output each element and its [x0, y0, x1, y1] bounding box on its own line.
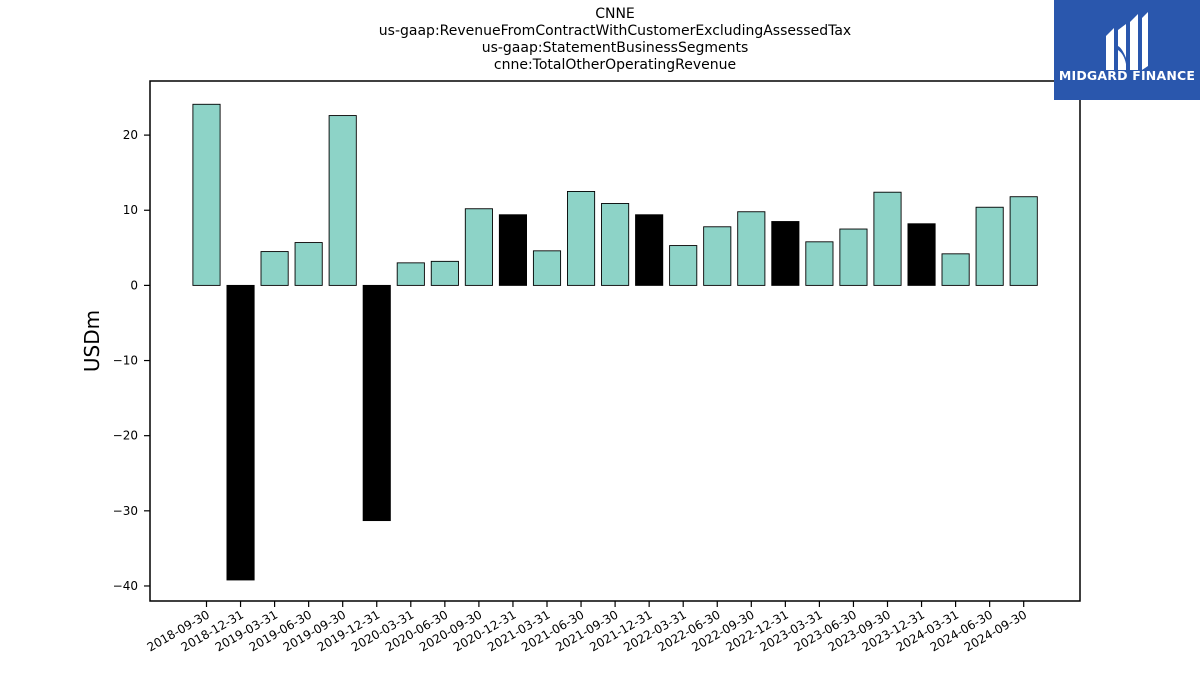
chart-title-line-2: us-gaap:RevenueFromContractWithCustomerE… [378, 23, 852, 39]
bar-2023-03-31 [805, 241, 834, 286]
bar-2019-09-30 [328, 115, 357, 286]
chart-title-line-4: cnne:TotalOtherOperatingRevenue [493, 57, 737, 73]
bar-2024-09-30 [1009, 196, 1038, 286]
bar-2023-12-31 [907, 223, 936, 286]
bar-2024-03-31 [941, 253, 970, 286]
y-tick-label--10: −10 [113, 354, 138, 368]
y-tick-label--20: −20 [113, 429, 138, 443]
bar-2021-03-31 [532, 250, 562, 286]
chart-title-line-1: CNNE [595, 6, 635, 22]
bar-2019-12-31 [362, 284, 391, 522]
bar-2019-03-31 [260, 251, 289, 286]
logo-text: MIDGARD FINANCE [1058, 68, 1196, 83]
bar-2021-12-31 [635, 214, 664, 286]
y-tick-label-0: 0 [130, 278, 138, 292]
chart-title-line-3: us-gaap:StatementBusinessSegments [481, 40, 749, 56]
bar-2023-09-30 [873, 191, 902, 286]
bar-2020-03-31 [396, 262, 425, 286]
bar-2018-12-31 [226, 284, 255, 581]
midgard-finance-logo: MIDGARD FINANCE [1054, 0, 1200, 100]
y-tick-label--40: −40 [113, 579, 138, 593]
bar-2022-09-30 [737, 211, 766, 286]
y-axis-label: USDm [80, 310, 104, 372]
bar-2024-06-30 [975, 206, 1004, 286]
y-tick-label--30: −30 [113, 504, 138, 518]
bar-2022-12-31 [771, 221, 800, 286]
bar-2018-09-30 [192, 103, 221, 286]
bar-2020-12-31 [498, 214, 528, 286]
bar-2020-06-30 [430, 260, 459, 286]
bar-2021-06-30 [567, 191, 596, 286]
bar-2022-06-30 [703, 226, 732, 286]
midgard-logo-icon [1054, 0, 1200, 100]
bar-2019-06-30 [294, 242, 323, 286]
bar-2023-06-30 [839, 228, 868, 286]
bar-2021-09-30 [601, 203, 630, 286]
plot-frame [149, 80, 1081, 602]
chart-title: CNNE us-gaap:RevenueFromContractWithCust… [150, 6, 1080, 74]
y-tick-label-20: 20 [123, 128, 138, 142]
bar-2020-09-30 [464, 208, 493, 286]
y-tick-label-10: 10 [123, 203, 138, 217]
bar-2022-03-31 [669, 245, 698, 286]
